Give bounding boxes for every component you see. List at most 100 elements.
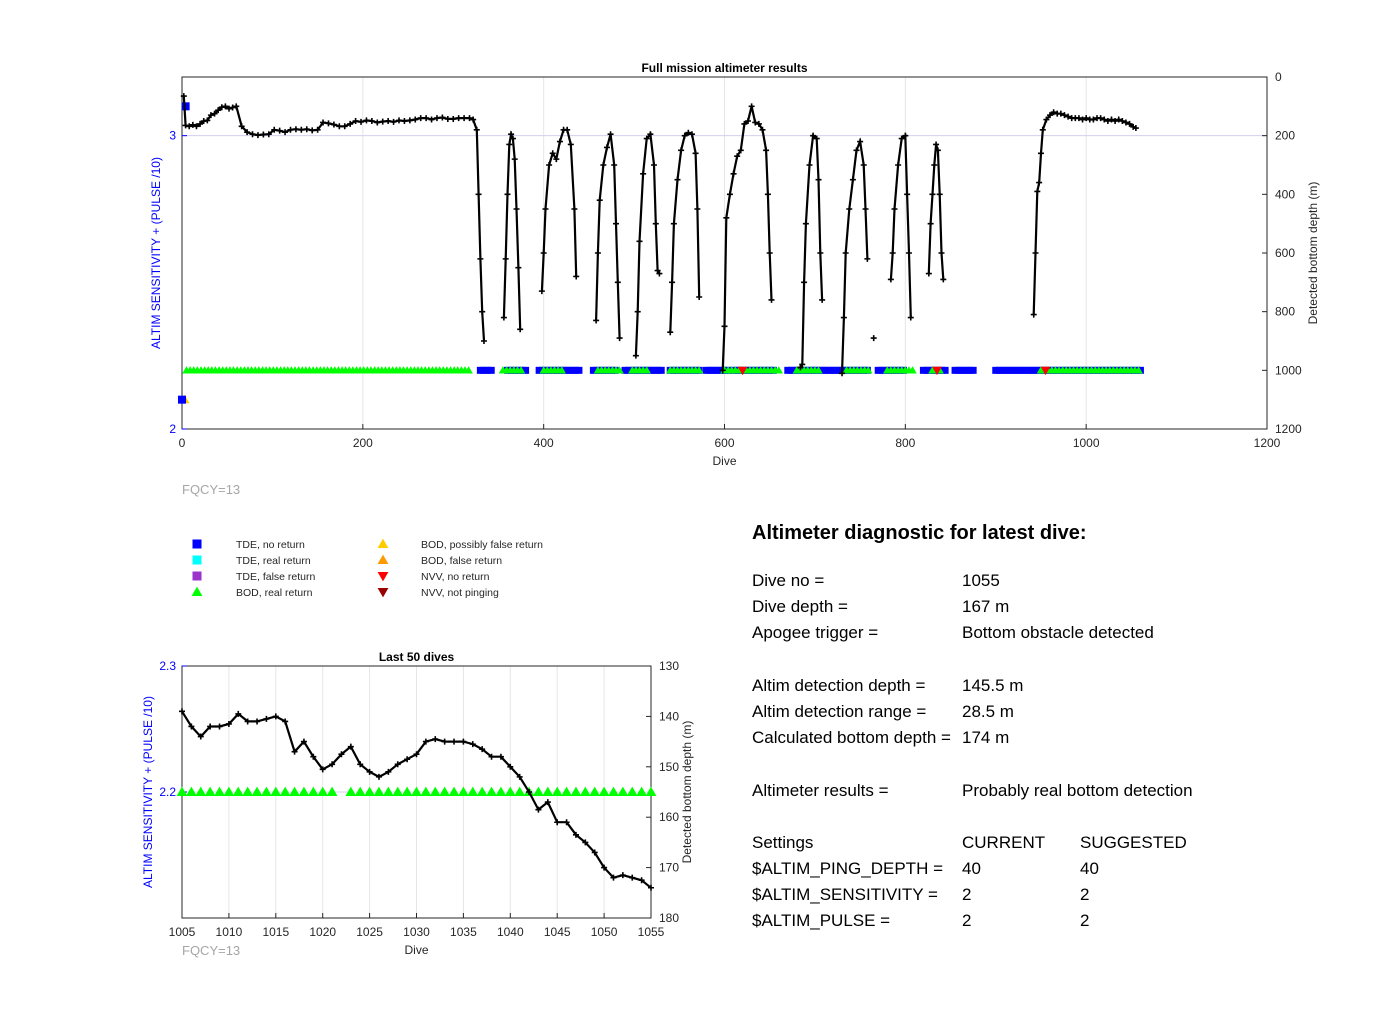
apogee-trigger-value: Bottom obstacle detected [962, 623, 1154, 643]
bottom-depth-point [469, 741, 476, 748]
bottom-depth-point [819, 296, 826, 303]
bottom-depth-point [249, 131, 256, 138]
bottom-depth-point [905, 250, 912, 256]
bottom-depth-point [846, 206, 853, 212]
y-right-tick-label: 200 [1275, 129, 1295, 143]
sensitivity-marker [966, 366, 974, 374]
bottom-depth-point [282, 129, 289, 136]
sensitivity-marker [373, 786, 385, 797]
altim-detection-range-row: Altim detection range = 28.5 m [752, 699, 1372, 725]
bottom-depth-point [263, 715, 270, 722]
bottom-depth-point [650, 162, 657, 168]
bottom-depth-point [681, 132, 688, 139]
bottom-depth-point [1061, 112, 1068, 119]
sensitivity-marker [467, 786, 479, 797]
bottom-depth-point [887, 276, 894, 283]
sensitivity-marker [1032, 366, 1040, 374]
bottom-depth-line [540, 128, 578, 292]
sensitivity-marker [919, 366, 927, 374]
bottom-depth-point [940, 276, 947, 283]
bottom-depth-point [215, 107, 222, 114]
sensitivity-marker [420, 786, 432, 797]
bottom-depth-point [303, 126, 310, 133]
bottom-depth-point [640, 170, 647, 177]
bottom-depth-point [764, 191, 771, 198]
bottom-depth-point [799, 361, 806, 368]
last-50-dives-chart: 1005 1010 1015 1020 1025 1030 1035 1040 1045 1050… [141, 650, 694, 958]
altimeter-results-label: Altimeter results = [752, 780, 889, 800]
bottom-depth-point [197, 733, 204, 740]
sensitivity-marker [279, 786, 291, 797]
bottom-depth-point [806, 162, 813, 168]
sensitivity-marker [354, 786, 366, 797]
bottom-depth-point [516, 773, 523, 780]
bottom-depth-point [455, 115, 462, 122]
sensitivity-marker [878, 366, 886, 374]
chart-title: Full mission altimeter results [641, 61, 807, 75]
dive-no-value: 1055 [962, 571, 1000, 590]
bottom-depth-point [929, 191, 936, 198]
sensitivity-marker [516, 366, 526, 374]
bottom-depth-point [352, 118, 359, 124]
x-tick-label: 400 [534, 436, 554, 450]
bottom-depth-point [601, 864, 608, 871]
bottom-depth-point [752, 119, 759, 126]
sensitivity-marker [932, 366, 942, 376]
bottom-depth-point [320, 119, 327, 126]
bottom-depth-point [535, 806, 542, 813]
legend-label: BOD, false return [421, 555, 502, 567]
bottom-depth-point [563, 819, 570, 826]
bottom-depth-point [1115, 116, 1122, 123]
bottom-depth-point [603, 144, 610, 151]
sensitivity-marker [814, 366, 823, 374]
bottom-depth-point [188, 723, 195, 730]
bottom-depth-point [433, 115, 440, 122]
bottom-depth-point [207, 723, 214, 730]
sensitivity-marker [787, 366, 795, 374]
sensitivity-marker [706, 366, 714, 374]
bottom-depth-point [815, 176, 822, 183]
bottom-depth-point [390, 118, 397, 125]
setting-suggested: 2 [1080, 911, 1090, 931]
sensitivity-marker [464, 366, 473, 374]
y-right-tick-label: 140 [659, 709, 679, 723]
bottom-depth-point [1132, 125, 1139, 132]
x-tick-label: 800 [895, 436, 915, 450]
bottom-depth-point [497, 753, 504, 760]
bottom-depth-point [233, 103, 240, 110]
sensitivity-marker [392, 786, 404, 797]
sensitivity-marker [941, 366, 949, 374]
x-tick-label: 1010 [216, 925, 243, 939]
bottom-depth-line [634, 131, 661, 356]
sensitivity-marker [1010, 366, 1018, 374]
bottom-depth-point [759, 126, 766, 133]
bottom-depth-point [375, 773, 382, 780]
bottom-depth-point [737, 147, 744, 154]
bottom-depth-point [244, 718, 251, 725]
altim-detection-depth-row: Altim detection depth = 145.5 m [752, 673, 1372, 699]
bottom-depth-point [292, 126, 299, 133]
sensitivity-marker [298, 786, 310, 797]
y-right-tick-label: 1000 [1275, 363, 1302, 377]
sensitivity-marker [232, 786, 244, 797]
bottom-depth-point [428, 116, 435, 123]
sensitivity-marker [560, 366, 568, 374]
sensitivity-marker [820, 366, 828, 374]
bottom-depth-point [396, 117, 402, 124]
bottom-depth-point [310, 753, 317, 760]
bottom-depth-point [801, 279, 808, 286]
bottom-depth-point [515, 264, 522, 271]
bottom-depth-point [314, 126, 321, 133]
sensitivity-marker [476, 366, 484, 374]
legend-marker [377, 587, 389, 598]
sensitivity-marker [923, 366, 931, 374]
bottom-depth-point [368, 118, 375, 124]
bottom-depth-point [613, 220, 619, 227]
sensitivity-marker [831, 366, 839, 374]
sensitivity-marker [223, 786, 235, 797]
sensitivity-series [176, 786, 657, 797]
bottom-depth-point [413, 751, 420, 758]
setting-row-sensitivity: $ALTIM_SENSITIVITY = 2 2 [752, 882, 1372, 908]
x-tick-label: 1040 [497, 925, 524, 939]
bottom-depth-point [358, 118, 365, 125]
